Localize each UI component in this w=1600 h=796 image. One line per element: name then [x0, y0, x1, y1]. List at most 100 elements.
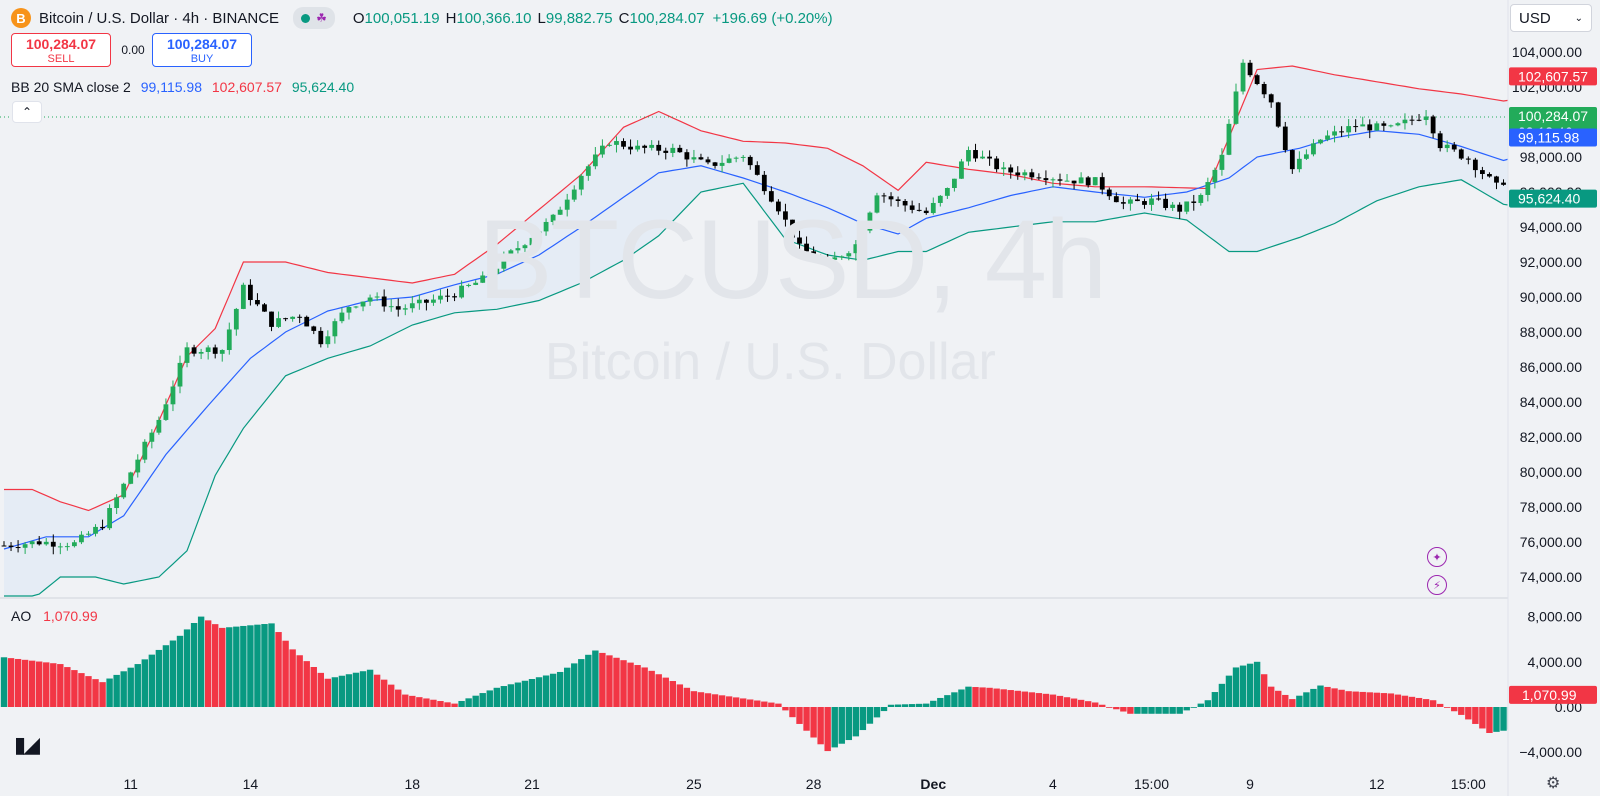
price-label-tag	[1509, 189, 1597, 208]
ao-bar	[747, 699, 754, 707]
ao-bar	[1282, 694, 1289, 707]
ao-bar	[1296, 695, 1303, 707]
candle-body	[719, 162, 725, 166]
gear-icon[interactable]: ⚙	[1546, 775, 1561, 792]
candle-body	[649, 144, 655, 148]
ao-bar	[810, 707, 817, 738]
ao-bar	[71, 670, 78, 707]
ao-bar	[402, 694, 409, 707]
ao-bar	[1000, 689, 1007, 707]
ao-bar	[754, 700, 761, 707]
candle-body	[888, 196, 894, 200]
candle-body	[1071, 180, 1077, 184]
ao-bar	[437, 701, 444, 707]
ao-bar	[704, 693, 712, 707]
ao-bar	[1204, 700, 1212, 707]
candle-body	[980, 156, 985, 159]
ao-bar	[233, 626, 240, 707]
candle-body	[381, 296, 387, 307]
candle-body	[881, 195, 887, 197]
candle-body	[114, 497, 120, 509]
ao-bar	[28, 660, 36, 707]
bb-upper-line	[4, 65, 1600, 512]
ao-bar	[528, 679, 536, 707]
candle-body	[1120, 202, 1126, 204]
ao-bar	[190, 623, 198, 707]
ao-bar	[1021, 691, 1028, 707]
ao-bar	[803, 707, 810, 731]
buy-button[interactable]: 100,284.07 BUY	[152, 33, 252, 67]
ao-bar	[901, 704, 909, 707]
ao-bar	[578, 659, 585, 707]
ao-bar	[1331, 688, 1338, 707]
ao-bar	[14, 658, 22, 707]
candle-body	[156, 419, 162, 433]
ao-bar	[1084, 701, 1092, 707]
candle-body	[663, 150, 669, 153]
candle-body	[1430, 116, 1436, 134]
price-tick-label: 90,000.00	[1520, 289, 1582, 305]
currency-select[interactable]: USD ⌄	[1510, 4, 1592, 32]
ao-bar	[676, 684, 684, 707]
candle-body	[1339, 131, 1344, 133]
candle-body	[1444, 144, 1450, 149]
ao-bar	[296, 655, 303, 707]
ao-bar	[789, 707, 796, 718]
ao-bar	[620, 660, 627, 707]
ao-bar	[1401, 695, 1409, 707]
candle-body	[1402, 119, 1408, 124]
candle-body	[1275, 102, 1281, 127]
ao-bar	[141, 659, 148, 707]
ao-bar	[1275, 690, 1282, 707]
sell-button[interactable]: 100,284.07 SELL	[11, 33, 111, 67]
candle-body	[783, 211, 788, 220]
collapse-legend-button[interactable]: ⌃	[12, 101, 42, 123]
lightning-icon[interactable]: ⚡	[1427, 575, 1447, 595]
ao-bar	[592, 650, 599, 707]
candle-body	[607, 144, 612, 146]
ao-legend[interactable]: AO 1,070.99	[11, 608, 98, 624]
candle-body	[1254, 75, 1260, 85]
candle-body	[1184, 201, 1190, 212]
candle-body	[374, 296, 380, 298]
ao-bar	[965, 686, 972, 707]
candle-body	[768, 191, 774, 202]
ao-bar	[0, 657, 8, 707]
ao-bar	[711, 694, 719, 707]
ao-bar	[683, 687, 691, 707]
ao-bar	[1007, 690, 1014, 707]
ao-bar	[1317, 685, 1324, 707]
candle-body	[550, 214, 556, 222]
ao-bar	[493, 687, 500, 707]
candle-body	[262, 304, 267, 312]
candle-body	[198, 351, 204, 354]
candle-body	[909, 205, 915, 210]
ao-bar	[627, 662, 634, 707]
time-tick-label: 4	[1049, 776, 1057, 792]
ao-bar	[1338, 689, 1345, 707]
candle-body	[600, 145, 605, 155]
status-pill[interactable]: ☘	[293, 7, 335, 29]
ao-bar	[268, 623, 275, 707]
candle-body	[248, 284, 253, 301]
ao-bar	[1099, 704, 1106, 707]
sparkle-icon[interactable]: ✦	[1427, 547, 1447, 567]
candle-body	[1163, 198, 1168, 208]
candle-body	[804, 243, 809, 252]
ao-bar	[36, 661, 43, 707]
chart-title[interactable]: Bitcoin / U.S. Dollar · 4h · BINANCE	[39, 9, 280, 27]
ao-bar	[1176, 707, 1183, 714]
time-tick-label: 14	[243, 776, 259, 792]
candle-body	[1395, 123, 1401, 126]
candle-body	[1156, 198, 1161, 200]
ao-bar	[972, 687, 979, 707]
ao-bar	[451, 703, 458, 707]
ao-bar	[169, 640, 177, 707]
candle-body	[592, 154, 598, 167]
bb-legend[interactable]: BB 20 SMA close 2 99,115.98 102,607.57 9…	[11, 79, 354, 95]
ao-bar	[993, 688, 1000, 707]
ao-bar	[212, 624, 219, 707]
price-label-text: 100,284.07	[1518, 108, 1588, 124]
ao-bar	[155, 649, 163, 707]
